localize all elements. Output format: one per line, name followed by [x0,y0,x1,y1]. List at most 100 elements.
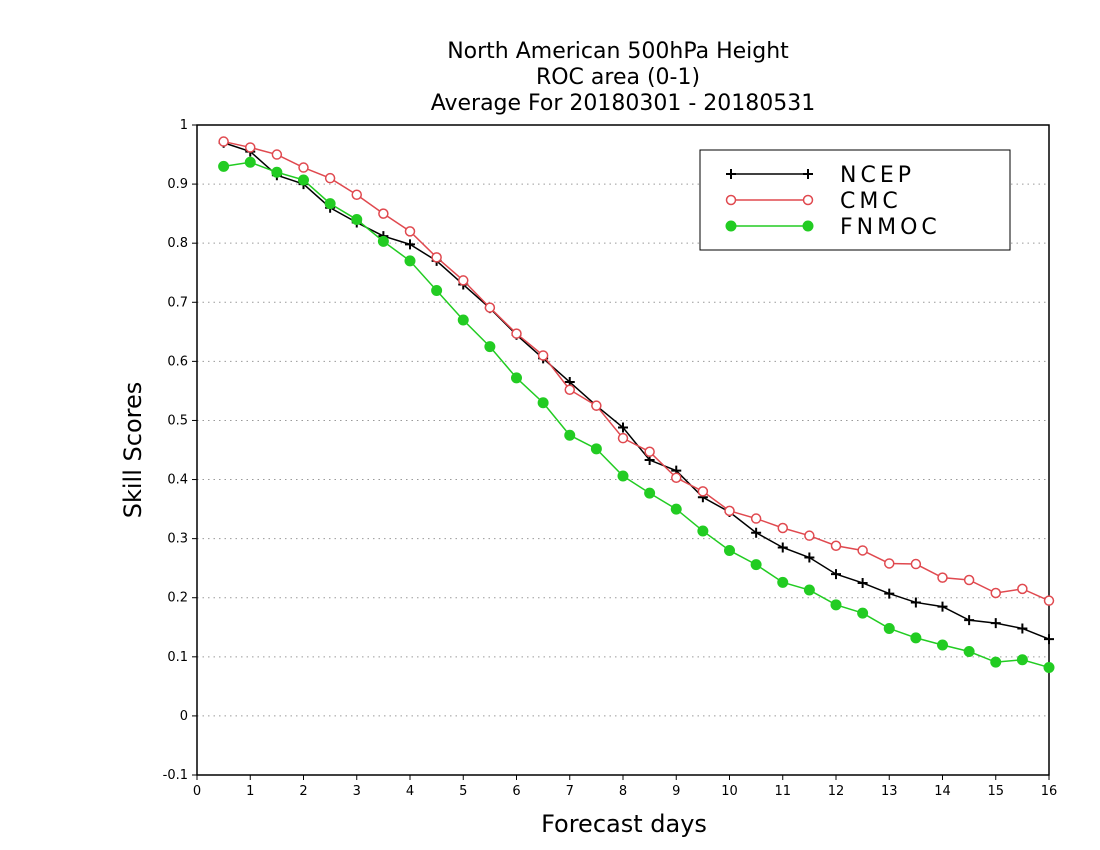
data-point-marker [271,166,283,178]
y-tick-label: -0.1 [163,768,188,783]
x-tick-label: 10 [721,784,738,799]
series-fnmoc [218,156,1055,673]
chart-title-line-1: North American 500hPa Height [447,39,789,64]
data-point-marker [777,522,788,534]
data-point-marker [378,208,389,219]
data-point-marker [1017,583,1028,595]
data-point-marker [724,505,735,517]
data-point-marker [644,446,655,458]
series-layer [218,136,1055,673]
x-tick-label: 2 [299,784,307,799]
data-point-marker [726,169,736,179]
legend-item-fnmoc: FNMOC [725,215,941,240]
data-point-marker [910,597,921,608]
x-tick-label: 3 [353,784,361,799]
chart-title-line-2: ROC area (0-1) [536,65,700,90]
data-point-marker [697,525,709,537]
data-point-marker [804,552,815,563]
data-point-marker [990,618,1001,629]
data-point-marker [937,639,948,651]
data-point-marker [218,136,229,147]
data-point-marker [804,530,815,541]
data-point-marker [1043,595,1055,606]
data-point-marker [351,189,362,200]
data-point-marker [750,559,762,571]
legend-label: FNMOC [840,215,941,240]
x-tick-label: 16 [1041,784,1058,799]
data-point-marker [803,584,815,596]
data-point-marker [564,429,576,441]
y-tick-label: 0.9 [167,177,188,192]
data-point-marker [324,198,336,210]
data-point-marker [751,527,762,538]
data-point-marker [990,656,1002,668]
data-point-marker [511,328,522,339]
data-point-marker [564,384,575,395]
data-point-marker [617,470,629,482]
data-point-marker [484,341,496,353]
data-point-marker [830,599,842,611]
x-tick-label: 6 [512,784,520,799]
x-tick-label: 7 [566,784,574,799]
data-point-marker [777,576,789,588]
y-tick-label: 0.6 [167,354,188,369]
data-point-marker [298,162,309,173]
data-point-marker [803,169,813,179]
y-tick-label: 0.1 [167,650,188,665]
x-tick-label: 15 [987,784,1004,799]
grid-lines [197,183,1049,717]
data-point-marker [857,607,869,619]
data-point-marker [857,545,868,556]
data-point-marker [591,400,602,411]
legend-label: CMC [840,189,902,214]
data-point-marker [271,149,283,160]
data-point-marker [884,588,895,599]
data-point-marker [777,542,788,553]
data-point-marker [298,174,309,186]
data-point-marker [910,632,922,644]
data-point-marker [324,172,336,184]
x-tick-label: 8 [619,784,627,799]
data-point-marker [458,275,469,286]
y-tick-label: 0.2 [167,591,188,606]
data-point-marker [1044,634,1054,645]
data-point-marker [245,142,256,153]
data-point-marker [857,577,868,588]
data-point-marker [802,194,814,206]
data-point-marker [404,255,416,267]
data-point-marker [457,314,469,326]
data-point-marker [697,486,709,497]
data-point-marker [484,302,496,313]
data-point-marker [750,513,762,524]
y-tick-label: 0.3 [167,532,188,547]
y-tick-label: 0.8 [167,236,188,251]
x-axis-label: Forecast days [541,810,707,838]
x-tick-label: 12 [828,784,845,799]
data-point-marker [431,252,442,263]
data-point-marker [511,372,522,384]
x-tick-label: 5 [459,784,467,799]
data-point-marker [963,646,975,657]
legend-label: NCEP [840,163,915,188]
y-tick-label: 1 [180,118,188,133]
data-point-marker [431,284,443,296]
data-point-marker [377,235,389,247]
chart-title-line-3: Average For 20180301 - 20180531 [431,91,816,116]
x-tick-label: 9 [672,784,680,799]
data-point-marker [725,220,737,232]
data-point-marker [830,540,842,551]
series-line [223,142,1050,640]
data-point-marker [802,220,814,232]
x-tick-label: 4 [406,784,414,799]
data-point-marker [937,601,948,612]
y-tick-label: 0.4 [167,473,188,488]
x-tick-label: 1 [246,784,254,799]
data-point-marker [351,214,363,226]
data-point-marker [244,156,256,168]
axis-ticks: -0.100.10.20.30.40.50.60.70.80.910 1 2 3 4 5 6… [163,118,1058,799]
x-tick-label: 0 [193,784,201,799]
y-tick-label: 0.5 [167,413,188,428]
